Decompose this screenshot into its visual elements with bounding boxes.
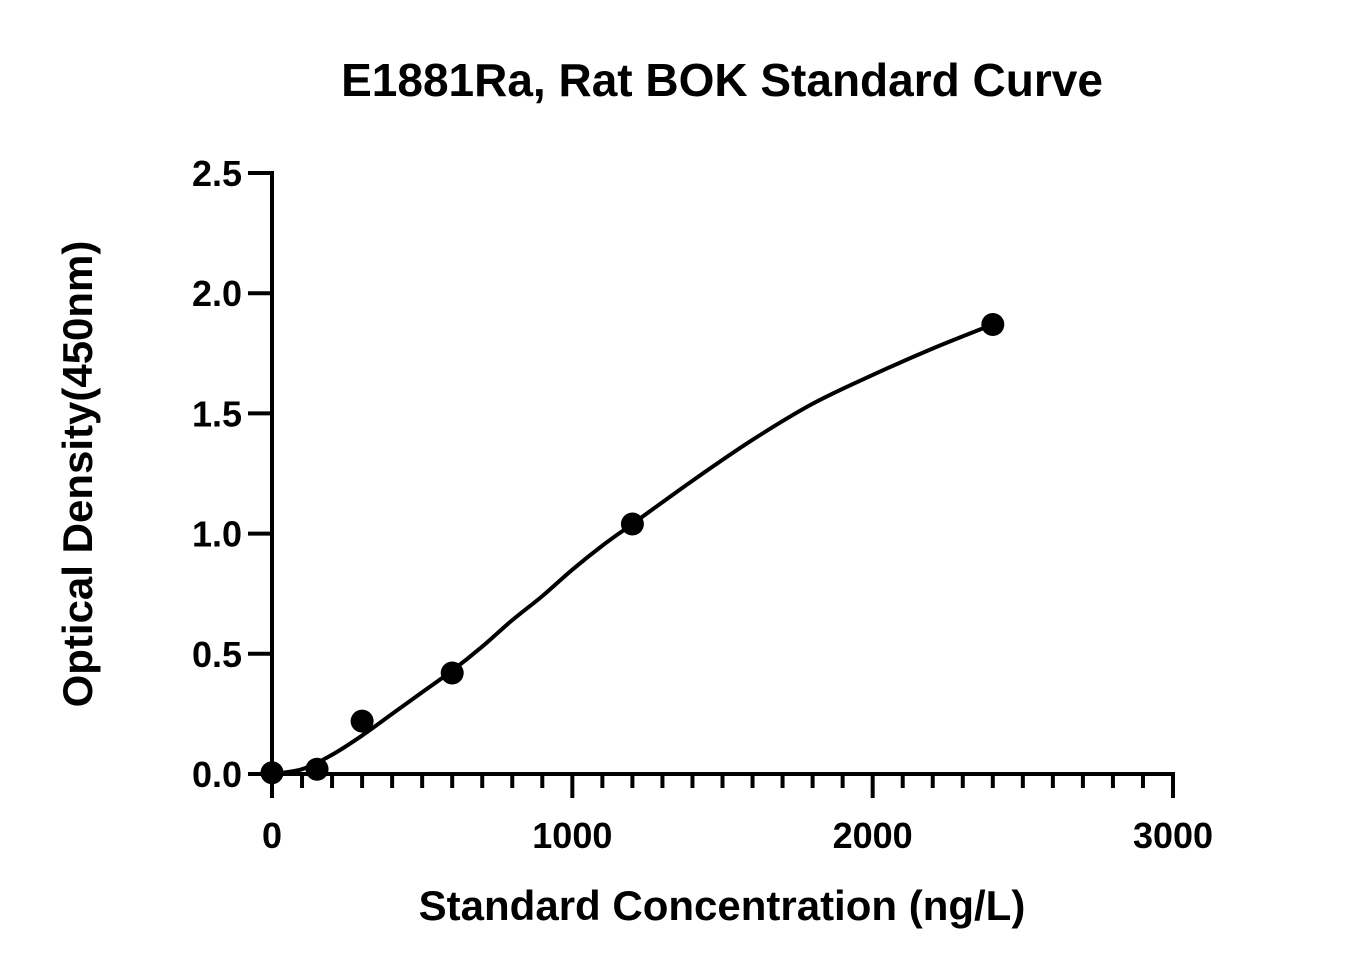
data-point: [620, 512, 644, 536]
x-tick-label: 0: [262, 815, 282, 856]
axes: [270, 171, 1175, 776]
y-axis-label: Optical Density(450nm): [54, 241, 101, 708]
data-points: [260, 312, 1005, 785]
data-point: [981, 312, 1005, 336]
chart-title: E1881Ra, Rat BOK Standard Curve: [341, 54, 1103, 106]
x-tick-label: 2000: [833, 815, 913, 856]
fit-curve-layer: [270, 322, 995, 776]
data-point: [305, 757, 329, 781]
y-tick-label: 1.0: [192, 514, 242, 555]
fit-curve: [270, 322, 995, 776]
y-tick-label: 0.0: [192, 754, 242, 795]
x-tick-label: 3000: [1133, 815, 1213, 856]
ticks: 0.0 0.5 1.0 1.5 2.0 2.5 0 1000 2000 3000: [192, 153, 1213, 856]
y-tick-label: 0.5: [192, 634, 242, 675]
y-tick-label: 1.5: [192, 393, 242, 434]
y-tick-label: 2.5: [192, 153, 242, 194]
data-point: [440, 661, 464, 685]
x-axis-label: Standard Concentration (ng/L): [419, 882, 1026, 929]
x-tick-label: 1000: [532, 815, 612, 856]
data-point: [260, 761, 284, 785]
y-tick-label: 2.0: [192, 273, 242, 314]
data-point: [350, 709, 374, 733]
